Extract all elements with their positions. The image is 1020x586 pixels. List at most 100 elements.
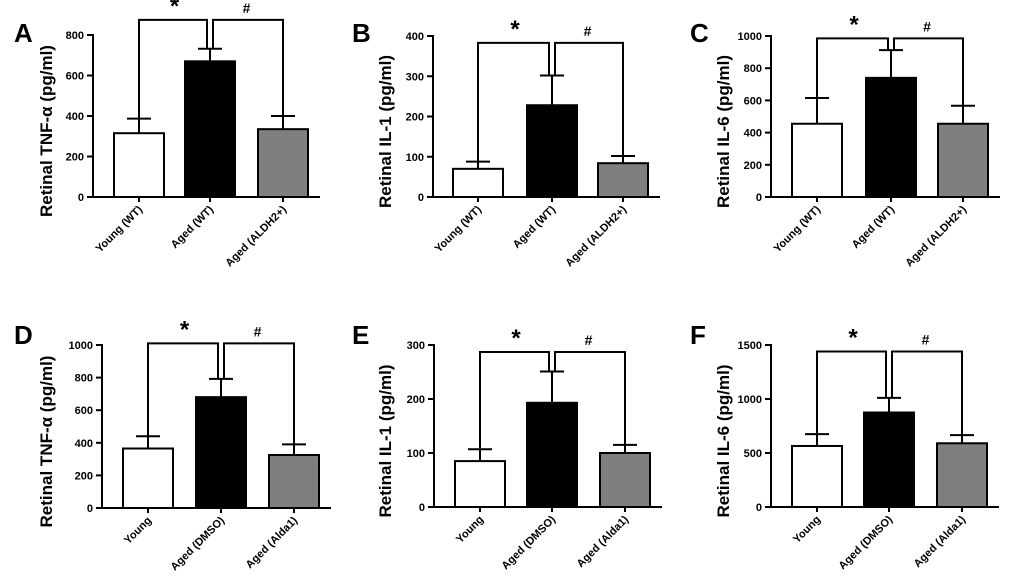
y-tick-label: 200 <box>407 394 425 406</box>
y-tick-label: 800 <box>66 30 84 42</box>
x-tick-label: Aged (DMSO) <box>500 513 559 572</box>
bar <box>268 454 320 509</box>
panel-label: E <box>352 320 369 350</box>
y-tick-label: 1500 <box>738 340 762 352</box>
significance-hash: # <box>922 331 930 347</box>
y-tick-label: 0 <box>418 192 424 204</box>
y-tick-label: 100 <box>406 152 424 164</box>
y-tick-label: 1000 <box>69 340 93 352</box>
significance-hash: # <box>584 23 592 39</box>
x-tick-label: Aged (Alda1) <box>575 513 632 570</box>
x-tick-label: Young <box>454 514 486 546</box>
bar <box>184 60 236 199</box>
bar <box>791 122 843 198</box>
significance-star: * <box>848 324 858 351</box>
y-tick-label: 600 <box>75 405 93 417</box>
significance-bracket-left <box>816 37 889 98</box>
bar <box>122 447 174 510</box>
y-tick-label: 300 <box>406 71 424 83</box>
y-tick-label: 800 <box>75 373 93 385</box>
y-tick-label: 200 <box>66 152 84 164</box>
significance-bracket-right <box>223 342 295 445</box>
y-axis-label: Retinal IL-1 (pg/ml) <box>376 365 395 518</box>
bar <box>195 396 247 509</box>
bar <box>257 128 309 199</box>
y-tick-label: 1000 <box>738 31 762 43</box>
bar <box>937 122 989 198</box>
bar <box>863 411 915 508</box>
y-tick-label: 200 <box>406 112 424 124</box>
y-tick-label: 600 <box>744 95 762 107</box>
x-tick-label: Young <box>791 514 823 546</box>
x-tick-label: Aged (WT) <box>169 203 217 251</box>
significance-star: * <box>180 316 190 343</box>
significance-bracket-right <box>554 41 624 156</box>
y-axis-label: Retinal IL-6 (pg/ml) <box>714 365 733 518</box>
x-tick-label: Aged (WT) <box>511 203 559 251</box>
y-tick-label: 800 <box>744 63 762 75</box>
bar <box>113 132 165 198</box>
significance-bracket-right <box>554 351 626 445</box>
panel-f: F Retinal IL-6 (pg/ml) 0 500 1000 1500 Young Ag… <box>690 320 999 572</box>
significance-star: * <box>510 16 520 43</box>
x-tick-label: Aged (ALDH2+) <box>223 203 289 269</box>
y-tick-label: 100 <box>407 448 425 460</box>
y-tick-label: 500 <box>744 448 762 460</box>
significance-bracket-left <box>138 18 208 119</box>
panel-label: A <box>14 18 33 48</box>
bar <box>597 162 649 199</box>
y-tick-label: 400 <box>406 31 424 43</box>
panel-label: C <box>690 18 709 48</box>
y-tick-label: 400 <box>66 111 84 123</box>
y-tick-label: 200 <box>75 470 93 482</box>
bar <box>599 452 651 508</box>
significance-bracket-left <box>477 41 550 162</box>
significance-bracket-left <box>147 342 219 437</box>
x-tick-label: Aged (WT) <box>850 203 898 251</box>
significance-bracket-right <box>893 37 964 106</box>
y-axis-label: Retinal IL-6 (pg/ml) <box>714 55 733 208</box>
y-tick-label: 0 <box>756 502 762 514</box>
y-tick-label: 0 <box>419 502 425 514</box>
significance-hash: # <box>923 18 931 34</box>
panel-b: B Retinal IL-1 (pg/ml) 0 100 200 300 400 Young … <box>352 16 660 269</box>
significance-hash: # <box>254 323 262 339</box>
y-tick-label: 0 <box>756 192 762 204</box>
y-tick-label: 200 <box>744 160 762 172</box>
significance-bracket-right <box>891 350 963 436</box>
x-tick-label: Aged (ALDH2+) <box>903 203 969 269</box>
panel-label: D <box>14 320 33 350</box>
panel-label: B <box>352 18 371 48</box>
x-tick-label: Young <box>122 515 154 547</box>
x-tick-label: Young (WT) <box>433 203 485 255</box>
y-tick-label: 1000 <box>738 394 762 406</box>
significance-star: * <box>511 325 521 352</box>
bar <box>526 104 578 198</box>
x-tick-label: Young (WT) <box>772 203 824 255</box>
significance-star: * <box>849 11 859 38</box>
y-tick-label: 400 <box>75 438 93 450</box>
bar <box>865 76 917 198</box>
panel-e: E Retinal IL-1 (pg/ml) 0 100 200 300 Young Aged… <box>352 320 662 572</box>
x-tick-label: Aged (ALDH2+) <box>563 203 629 269</box>
x-tick-label: Aged (DMSO) <box>169 514 228 573</box>
significance-bracket-right <box>212 18 284 116</box>
y-tick-label: 600 <box>66 71 84 83</box>
bar <box>454 460 506 509</box>
x-tick-label: Aged (Alda1) <box>244 514 301 571</box>
x-tick-label: Young (WT) <box>94 203 146 255</box>
bar <box>452 167 504 198</box>
significance-hash: # <box>243 0 251 16</box>
x-tick-label: Aged (DMSO) <box>837 513 896 572</box>
panel-label: F <box>690 320 706 350</box>
y-tick-label: 400 <box>744 128 762 140</box>
bar <box>791 444 843 509</box>
y-axis-label: Retinal TNF-α (pg/ml) <box>37 356 56 528</box>
bar <box>936 442 988 508</box>
significance-bracket-left <box>816 350 887 435</box>
y-axis-label: Retinal TNF-α (pg/ml) <box>37 45 56 217</box>
y-tick-label: 0 <box>78 192 84 204</box>
